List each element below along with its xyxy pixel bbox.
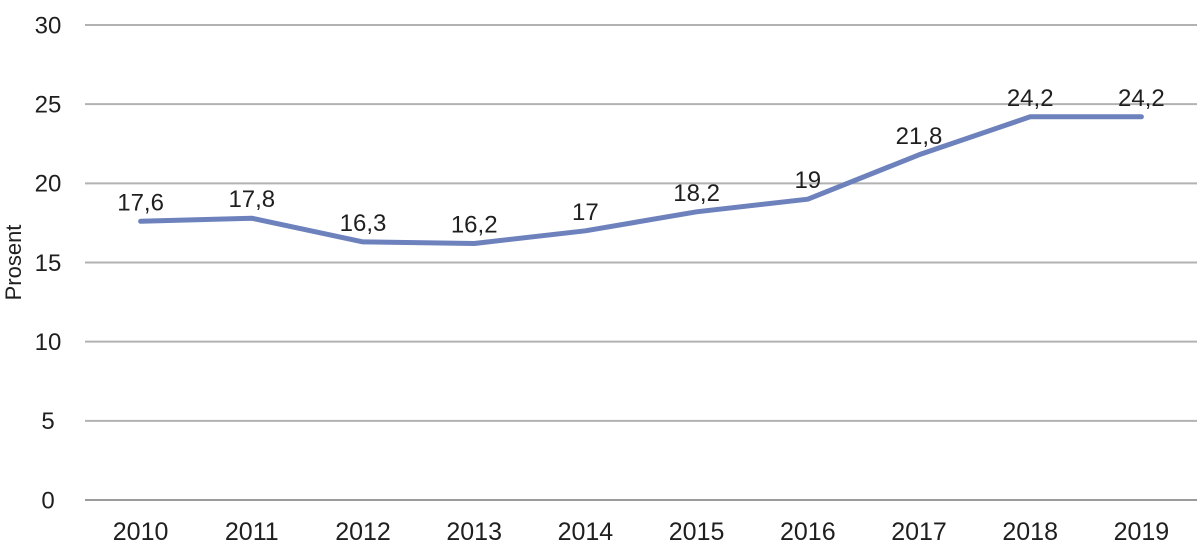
y-tick-label: 20 — [35, 171, 62, 198]
data-label: 16,3 — [340, 210, 387, 237]
x-tick-label: 2017 — [891, 518, 947, 546]
y-tick-label: 0 — [41, 487, 54, 514]
y-tick-label: 15 — [35, 250, 62, 277]
data-label: 24,2 — [1007, 85, 1054, 112]
y-axis-title: Prosent — [1, 225, 26, 301]
y-tick-label: 5 — [41, 408, 54, 435]
x-tick-label: 2019 — [1114, 518, 1170, 546]
x-tick-label: 2016 — [780, 518, 836, 546]
data-label: 17 — [572, 199, 599, 226]
x-tick-label: 2012 — [335, 518, 391, 546]
x-tick-label: 2011 — [225, 518, 279, 546]
series-line — [138, 114, 1144, 246]
x-tick-label: 2014 — [558, 518, 614, 546]
data-label: 19 — [794, 167, 821, 194]
x-tick-label: 2015 — [669, 518, 725, 546]
data-label: 21,8 — [896, 123, 943, 150]
y-tick-label: 30 — [35, 12, 62, 39]
x-tick-label: 2013 — [446, 518, 502, 546]
y-tick-label: 10 — [35, 329, 62, 356]
data-label: 17,8 — [228, 186, 275, 213]
data-label: 24,2 — [1118, 85, 1165, 112]
data-label: 17,6 — [117, 189, 164, 216]
data-label: 16,2 — [451, 212, 498, 239]
x-tick-label: 2010 — [113, 518, 169, 546]
y-tick-label: 25 — [35, 92, 62, 119]
data-label: 18,2 — [673, 180, 720, 207]
x-tick-label: 2018 — [1002, 518, 1058, 546]
